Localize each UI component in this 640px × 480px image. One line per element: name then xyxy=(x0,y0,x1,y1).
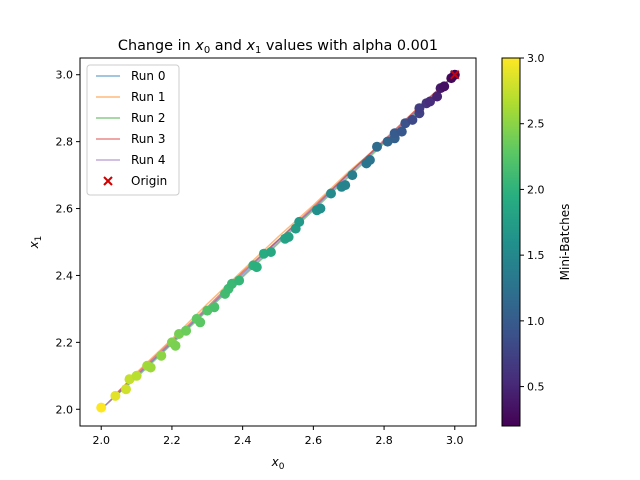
scatter-point xyxy=(181,325,192,336)
scatter-point xyxy=(364,155,375,165)
legend: Run 0 Run 1 Run 2 Run 3 Run 4 Origin xyxy=(86,64,180,196)
colorbar-tick-label: 3.0 xyxy=(527,52,545,65)
scatter-point xyxy=(340,180,351,191)
scatter-point xyxy=(145,362,156,373)
legend-label: Run 0 xyxy=(131,69,165,83)
scatter-point xyxy=(432,91,443,102)
colorbar-tick-label: 0.5 xyxy=(527,381,545,394)
scatter-points xyxy=(96,69,460,413)
legend-label: Run 2 xyxy=(131,111,165,125)
scatter-point xyxy=(265,247,276,257)
x-tick-label: 2.4 xyxy=(234,434,252,447)
scatter-point xyxy=(110,390,121,401)
scatter-point xyxy=(283,232,294,242)
colorbar xyxy=(501,57,521,427)
legend-label: Run 3 xyxy=(131,132,165,146)
x-tick-label: 2.0 xyxy=(92,434,110,447)
chart-title: Change in x0 and x1 values with alpha 0.… xyxy=(118,38,438,56)
scatter-point xyxy=(326,188,336,199)
scatter-point xyxy=(121,384,131,395)
origin-marker-stroke xyxy=(450,70,460,80)
plot-frame xyxy=(79,57,477,427)
scatter-point xyxy=(425,96,435,107)
scatter-point xyxy=(414,103,425,114)
legend-origin-marker xyxy=(103,176,113,186)
y-axis-label: x1 xyxy=(27,236,44,250)
legend-label: Run 4 xyxy=(131,153,165,167)
legend-label: Origin xyxy=(131,174,167,188)
scatter-point xyxy=(294,216,305,227)
scatter-point xyxy=(347,170,358,181)
scatter-point xyxy=(234,275,245,286)
y-tick-label: 2.6 xyxy=(56,203,74,216)
y-tick-label: 2.0 xyxy=(56,403,74,416)
x-axis-label: x0 xyxy=(271,455,285,472)
colorbar-tick-label: 1.0 xyxy=(527,315,545,328)
y-axis-ticks: 2.0 2.2 2.4 2.6 2.8 3.0 xyxy=(56,69,80,416)
origin-marker xyxy=(450,70,460,80)
y-tick-label: 2.4 xyxy=(56,269,74,282)
scatter-point xyxy=(396,126,407,137)
x-tick-label: 2.6 xyxy=(305,434,323,447)
colorbar-ticks: 0.5 1.0 1.5 2.0 2.5 3.0 xyxy=(520,52,545,394)
scatter-point xyxy=(131,370,142,381)
scatter-point xyxy=(170,340,181,351)
x-tick-label: 3.0 xyxy=(446,434,464,447)
scatter-point xyxy=(156,350,167,361)
colorbar-tick-label: 1.5 xyxy=(527,249,545,262)
colorbar-label: Mini-Batches xyxy=(558,204,572,281)
scatter-point xyxy=(372,141,382,152)
y-tick-label: 2.2 xyxy=(56,336,74,349)
scatter-point xyxy=(209,302,220,313)
legend-label: Run 1 xyxy=(131,90,165,104)
scatter-point xyxy=(407,114,418,125)
y-tick-label: 2.8 xyxy=(56,136,74,149)
x-tick-label: 2.2 xyxy=(163,434,181,447)
scatter-point xyxy=(251,262,262,273)
scatter-point xyxy=(96,402,107,413)
colorbar-tick-label: 2.0 xyxy=(527,183,545,196)
colorbar-tick-label: 2.5 xyxy=(527,118,545,131)
y-tick-label: 3.0 xyxy=(56,69,74,82)
x-axis-ticks: 2.0 2.2 2.4 2.6 2.8 3.0 xyxy=(92,426,464,447)
scatter-point xyxy=(439,81,450,92)
scatter-point xyxy=(315,203,326,214)
scatter-point xyxy=(195,317,206,328)
x-tick-label: 2.8 xyxy=(375,434,393,447)
